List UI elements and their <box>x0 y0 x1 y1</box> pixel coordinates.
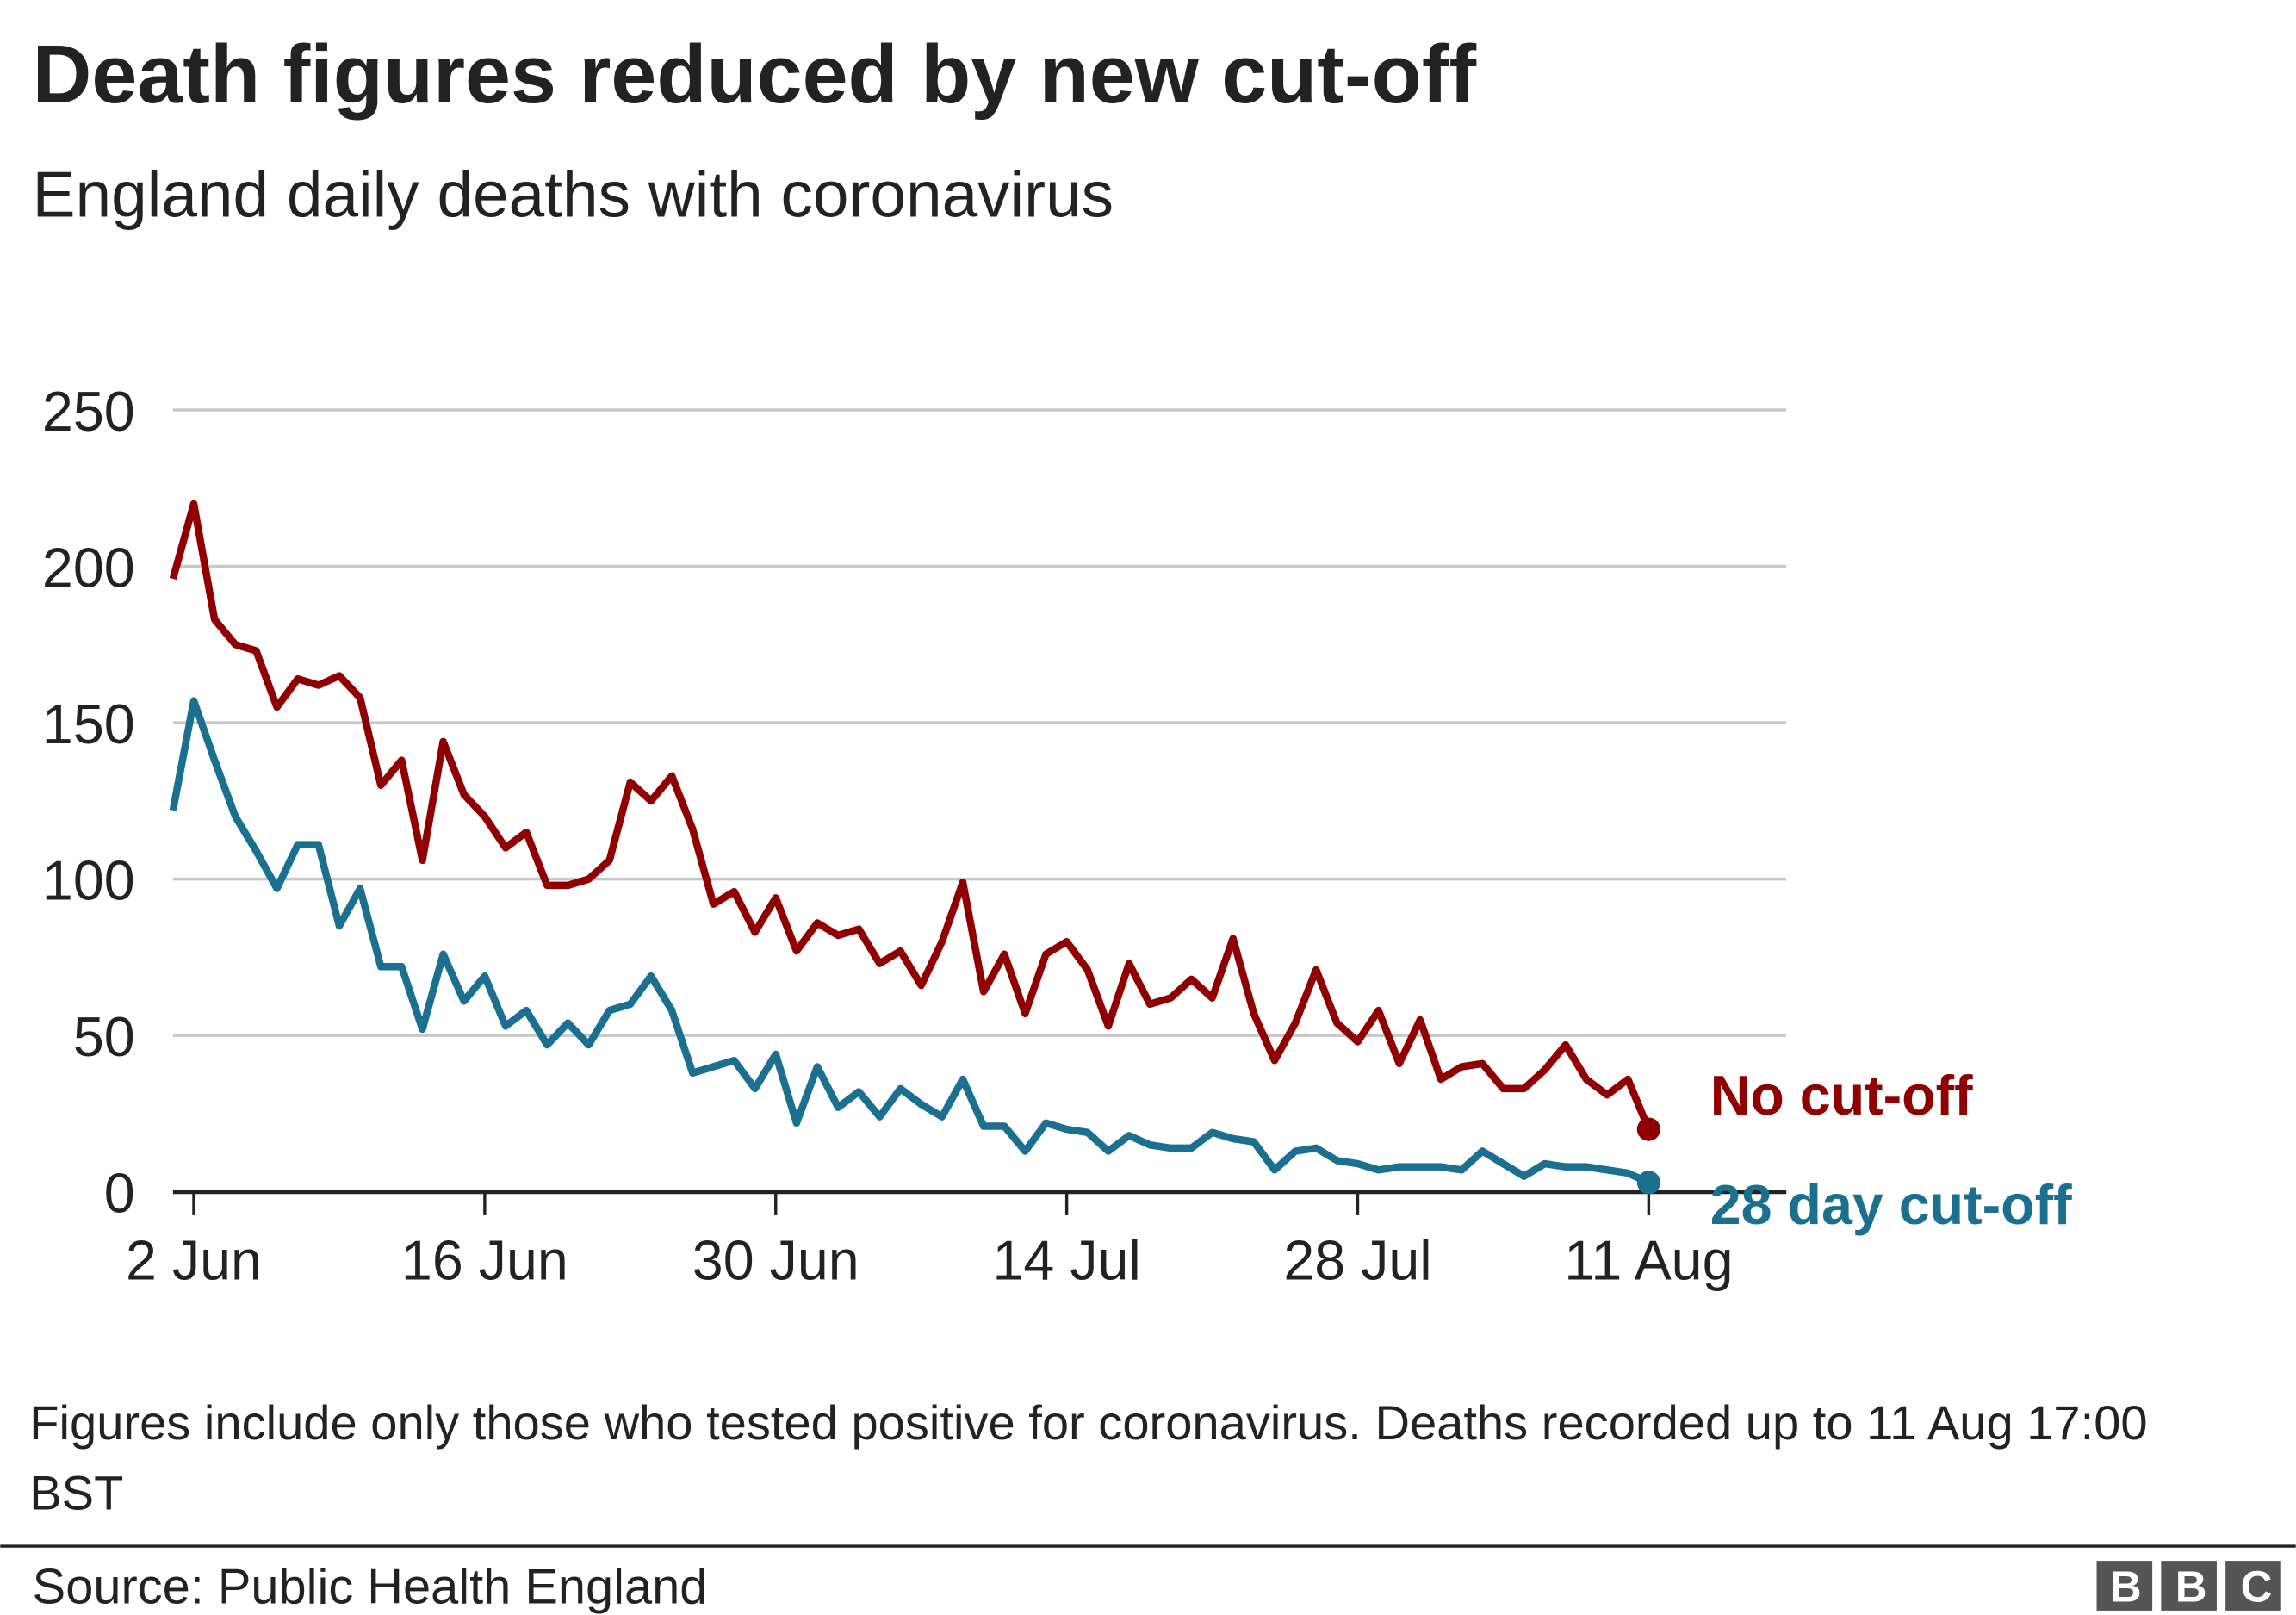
x-tick-label: 2 Jun <box>126 1230 262 1292</box>
series-line <box>169 697 1651 1186</box>
y-tick-label: 150 <box>42 693 135 755</box>
legend-label: 28 day cut-off <box>1710 1174 2072 1236</box>
y-tick-label: 50 <box>73 1006 135 1068</box>
legend-label: No cut-off <box>1710 1065 1973 1127</box>
logo-box <box>2096 1561 2153 1611</box>
chart-title: Death figures reduced by new cut-off <box>33 29 1477 121</box>
note: Figures include only those who tested po… <box>29 1395 2148 1520</box>
x-tick-label: 11 Aug <box>1564 1230 1733 1292</box>
chart-subtitle: England daily deaths with coronavirus <box>33 158 1114 231</box>
end-dot <box>1636 1171 1660 1195</box>
end-dot <box>1636 1117 1660 1141</box>
logo: BBC <box>2110 1562 2296 1612</box>
y-tick-label: 0 <box>104 1163 135 1225</box>
y-tick-label: 200 <box>42 537 135 599</box>
x-tick-label: 16 Jun <box>401 1230 568 1292</box>
source: Source: Public Health England <box>33 1559 708 1614</box>
x-tick-label: 28 Jul <box>1283 1230 1431 1292</box>
note-box: Figures include only those who tested po… <box>29 1395 2148 1520</box>
x-tick-label: 14 Jul <box>992 1230 1140 1292</box>
y-tick-label: 100 <box>42 849 135 911</box>
series-line <box>169 500 1653 1131</box>
logo-box <box>2161 1561 2217 1611</box>
y-tick-label: 250 <box>42 381 135 443</box>
logo-box <box>2225 1561 2281 1611</box>
x-tick-label: 30 Jun <box>692 1230 859 1292</box>
